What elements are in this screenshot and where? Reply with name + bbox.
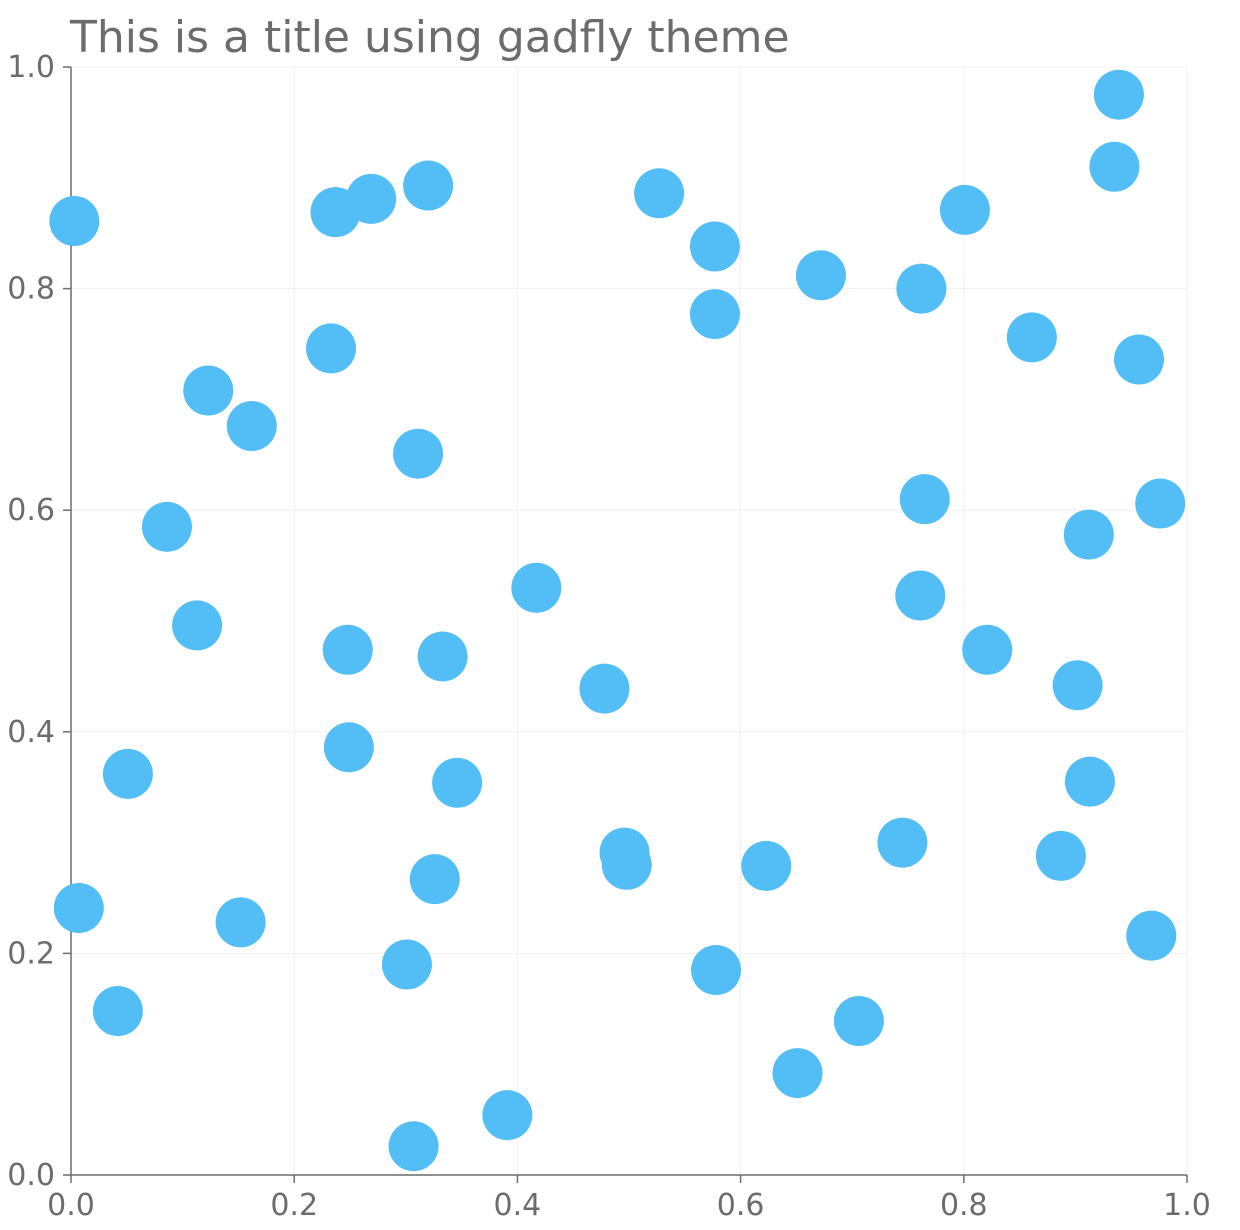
scatter-point [741, 841, 791, 891]
scatter-point [690, 221, 740, 271]
scatter-point [690, 289, 740, 339]
scatter-point [432, 758, 482, 808]
x-tick-label: 0.0 [47, 1188, 95, 1223]
x-tick-label: 0.8 [940, 1188, 988, 1223]
scatter-point [602, 840, 652, 890]
x-tick-label: 1.0 [1163, 1188, 1211, 1223]
axes [63, 67, 1187, 1183]
scatter-point [142, 502, 192, 552]
scatter-point [896, 264, 946, 314]
scatter-point [103, 749, 153, 799]
scatter-point [634, 168, 684, 218]
scatter-point [1135, 479, 1185, 529]
scatter-point [216, 897, 266, 947]
scatter-point [49, 196, 99, 246]
scatter-point [895, 571, 945, 621]
scatter-point [482, 1090, 532, 1140]
scatter-point [418, 631, 468, 681]
scatter-point [393, 429, 443, 479]
scatter-point [389, 1121, 439, 1171]
scatter-point [511, 563, 561, 613]
x-tick-label: 0.4 [494, 1188, 542, 1223]
scatter-point [1114, 335, 1164, 385]
scatter-point [323, 625, 373, 675]
scatter-point [183, 366, 233, 416]
scatter-point [834, 996, 884, 1046]
scatter-point [1036, 831, 1086, 881]
y-tick-label: 0.8 [7, 272, 55, 307]
scatter-point [403, 161, 453, 211]
scatter-point [410, 854, 460, 904]
scatter-point [1089, 142, 1139, 192]
scatter-point [1007, 312, 1057, 362]
x-tick-label: 0.6 [717, 1188, 765, 1223]
y-tick-label: 0.6 [7, 493, 55, 528]
scatter-point [691, 945, 741, 995]
scatter-point [1126, 911, 1176, 961]
scatter-point [940, 185, 990, 235]
y-tick-label: 0.2 [7, 936, 55, 971]
scatter-point [306, 323, 356, 373]
scatter-point [227, 401, 277, 451]
scatter-point [1064, 510, 1114, 560]
scatter-point [773, 1048, 823, 1098]
y-tick-label: 0.0 [7, 1158, 55, 1193]
chart-title: This is a title using gadfly theme [69, 12, 790, 63]
scatter-point [93, 986, 143, 1036]
scatter-point [324, 722, 374, 772]
scatter-point [1094, 70, 1144, 120]
scatter-point [796, 250, 846, 300]
scatter-point [172, 600, 222, 650]
x-tick-label: 0.2 [270, 1188, 318, 1223]
scatter-point [1053, 660, 1103, 710]
scatter-point [579, 664, 629, 714]
scatter-point [877, 818, 927, 868]
scatter-point [54, 883, 104, 933]
scatter-point [962, 625, 1012, 675]
scatter-point [346, 174, 396, 224]
grid [71, 67, 1187, 1175]
data-points [49, 70, 1185, 1171]
scatter-point [1065, 757, 1115, 807]
scatter-point [900, 474, 950, 524]
scatter-point [382, 939, 432, 989]
y-tick-label: 0.4 [7, 715, 55, 750]
y-tick-label: 1.0 [7, 50, 55, 85]
